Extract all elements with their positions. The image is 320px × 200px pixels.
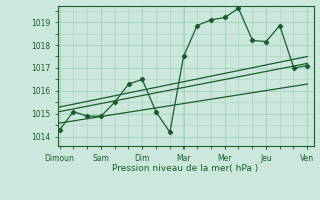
X-axis label: Pression niveau de la mer( hPa ): Pression niveau de la mer( hPa ) bbox=[112, 164, 259, 173]
